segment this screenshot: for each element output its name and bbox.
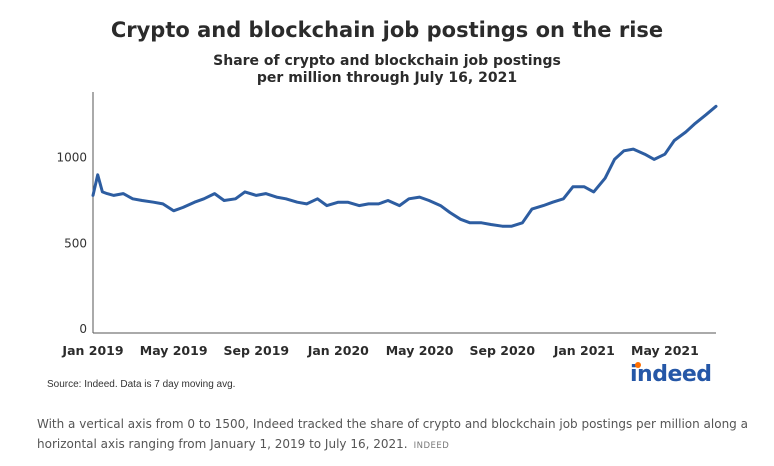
y-tick-label: 1000 (56, 151, 87, 165)
y-tick-label: 500 (64, 236, 87, 250)
caption-credit: INDEED (413, 441, 450, 451)
x-tick-label: Jan 2019 (61, 343, 123, 358)
x-tick-label: Sep 2019 (224, 343, 290, 358)
y-tick-label: 0 (79, 322, 87, 336)
x-tick-label: Jan 2021 (553, 343, 615, 358)
caption-text: With a vertical axis from 0 to 1500, Ind… (37, 417, 748, 451)
logo-dot-icon (635, 362, 641, 368)
series-line (91, 104, 718, 228)
line-chart: 0 500 1000 Jan 2019 May 2019 Sep 2019 Jan 202… (56, 92, 718, 358)
x-tick-labels: Jan 2019 May 2019 Sep 2019 Jan 2020 May 2020… (61, 343, 698, 358)
source-note: Source: Indeed. Data is 7 day moving avg… (47, 379, 236, 390)
x-tick-label: May 2019 (140, 343, 208, 358)
x-tick-label: May 2020 (386, 343, 454, 358)
chart-subtitle: Share of crypto and blockchain job posti… (0, 53, 774, 87)
y-tick-labels: 0 500 1000 (56, 151, 87, 336)
image-caption: With a vertical axis from 0 to 1500, Ind… (37, 414, 752, 456)
subtitle-line-2: per million through July 16, 2021 (256, 70, 518, 86)
chart-title: Crypto and blockchain job postings on th… (110, 18, 664, 42)
x-tick-label: May 2021 (631, 343, 699, 358)
x-tick-label: Jan 2020 (307, 343, 369, 358)
indeed-logo: indeed (630, 362, 712, 387)
x-tick-label: Sep 2020 (469, 343, 535, 358)
subtitle-line-1: Share of crypto and blockchain job posti… (213, 53, 561, 69)
